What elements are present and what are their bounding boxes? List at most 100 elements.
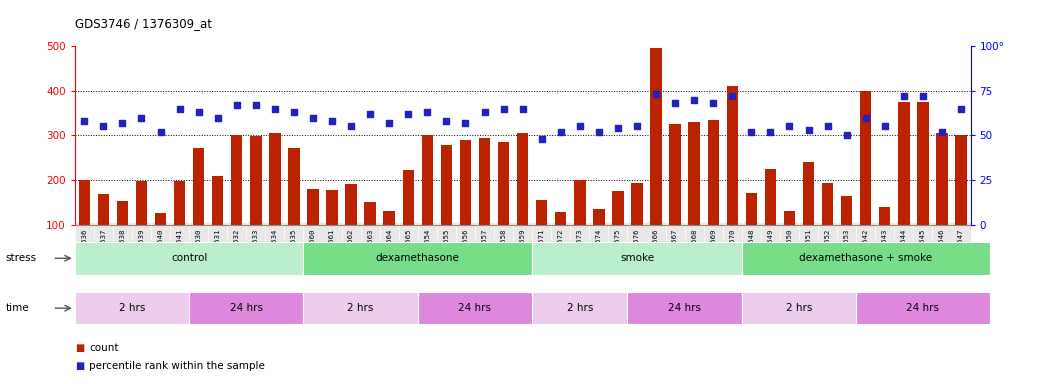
Bar bbox=[955, 136, 966, 225]
Bar bbox=[289, 148, 300, 225]
Bar bbox=[212, 176, 223, 225]
Bar bbox=[841, 195, 852, 225]
Text: 24 hrs: 24 hrs bbox=[906, 303, 939, 313]
Point bbox=[914, 93, 931, 99]
Text: dexamethasone: dexamethasone bbox=[376, 253, 460, 263]
Bar bbox=[418, 292, 532, 324]
Bar bbox=[364, 202, 376, 225]
Bar bbox=[742, 242, 989, 275]
Point bbox=[438, 118, 455, 124]
Bar bbox=[536, 200, 547, 225]
Point bbox=[629, 123, 646, 129]
Point bbox=[782, 123, 798, 129]
Bar bbox=[708, 120, 719, 225]
Bar bbox=[303, 242, 532, 275]
Point bbox=[495, 106, 512, 112]
Point bbox=[762, 129, 778, 135]
Bar bbox=[303, 292, 418, 324]
Bar bbox=[421, 136, 433, 225]
Point bbox=[933, 129, 950, 135]
Bar bbox=[784, 211, 795, 225]
Bar bbox=[155, 214, 166, 225]
Point bbox=[705, 100, 721, 106]
Text: dexamethasone + smoke: dexamethasone + smoke bbox=[799, 253, 932, 263]
Bar bbox=[173, 181, 185, 225]
Bar bbox=[498, 142, 510, 225]
Point bbox=[133, 114, 149, 121]
Bar bbox=[403, 170, 414, 225]
Bar bbox=[326, 190, 337, 225]
Bar bbox=[631, 183, 643, 225]
Point bbox=[591, 129, 607, 135]
Bar bbox=[688, 122, 700, 225]
Point bbox=[819, 123, 836, 129]
Point bbox=[362, 111, 379, 117]
Bar bbox=[879, 207, 891, 225]
Point bbox=[190, 109, 207, 115]
Point bbox=[743, 129, 760, 135]
Point bbox=[210, 114, 226, 121]
Bar bbox=[383, 211, 394, 225]
Text: ■: ■ bbox=[75, 343, 84, 353]
Bar bbox=[822, 183, 834, 225]
Text: ■: ■ bbox=[75, 361, 84, 371]
Point bbox=[896, 93, 912, 99]
Bar bbox=[856, 292, 989, 324]
Bar bbox=[742, 292, 856, 324]
Point bbox=[609, 125, 626, 131]
Point bbox=[305, 114, 322, 121]
Text: count: count bbox=[89, 343, 118, 353]
Point bbox=[666, 100, 683, 106]
Bar bbox=[517, 133, 528, 225]
Text: percentile rank within the sample: percentile rank within the sample bbox=[89, 361, 265, 371]
Point bbox=[400, 111, 416, 117]
Point bbox=[228, 102, 245, 108]
Text: 24 hrs: 24 hrs bbox=[229, 303, 263, 313]
Point bbox=[723, 93, 740, 99]
Bar bbox=[918, 102, 929, 225]
Point bbox=[457, 120, 473, 126]
Bar bbox=[593, 209, 604, 225]
Text: GDS3746 / 1376309_at: GDS3746 / 1376309_at bbox=[75, 17, 212, 30]
Text: smoke: smoke bbox=[620, 253, 654, 263]
Bar bbox=[269, 133, 280, 225]
Bar bbox=[116, 201, 128, 225]
Bar bbox=[555, 212, 567, 225]
Point bbox=[171, 106, 188, 112]
Text: stress: stress bbox=[5, 253, 36, 263]
Text: time: time bbox=[5, 303, 29, 313]
Bar bbox=[346, 184, 357, 225]
Text: control: control bbox=[171, 253, 208, 263]
Point bbox=[324, 118, 340, 124]
Bar bbox=[627, 292, 742, 324]
Bar bbox=[765, 169, 776, 225]
Text: 2 hrs: 2 hrs bbox=[348, 303, 374, 313]
Point bbox=[800, 127, 817, 133]
Bar bbox=[193, 148, 204, 225]
Bar bbox=[612, 191, 624, 225]
Point bbox=[857, 114, 874, 121]
Bar bbox=[574, 180, 585, 225]
Bar bbox=[189, 292, 303, 324]
Bar bbox=[936, 133, 948, 225]
Point bbox=[153, 129, 169, 135]
Text: 2 hrs: 2 hrs bbox=[567, 303, 593, 313]
Point bbox=[381, 120, 398, 126]
Bar bbox=[75, 292, 189, 324]
Point bbox=[247, 102, 264, 108]
Point bbox=[343, 123, 359, 129]
Bar bbox=[307, 189, 319, 225]
Bar bbox=[651, 48, 662, 225]
Point bbox=[419, 109, 436, 115]
Text: 24 hrs: 24 hrs bbox=[668, 303, 701, 313]
Text: 2 hrs: 2 hrs bbox=[118, 303, 145, 313]
Point bbox=[476, 109, 493, 115]
Point bbox=[285, 109, 302, 115]
Point bbox=[648, 91, 664, 98]
Point bbox=[552, 129, 569, 135]
Point bbox=[839, 132, 855, 139]
Bar bbox=[250, 136, 262, 225]
Point bbox=[515, 106, 531, 112]
Point bbox=[876, 123, 893, 129]
Bar bbox=[802, 162, 814, 225]
